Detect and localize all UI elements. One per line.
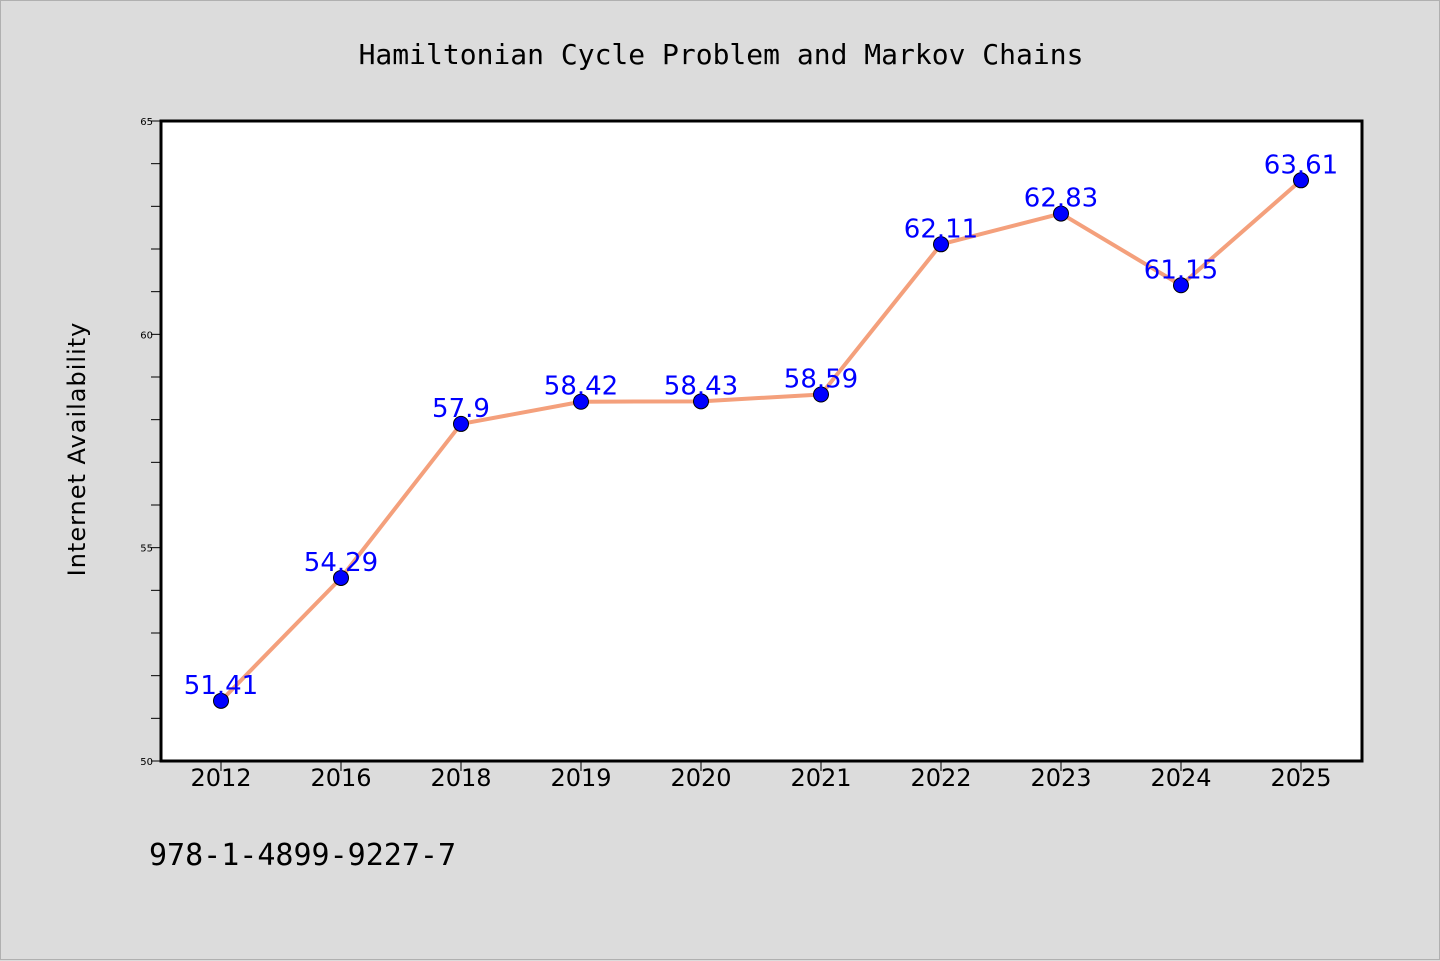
series-line xyxy=(219,178,1303,703)
series-group xyxy=(213,172,1309,709)
y-tick-label: 60 xyxy=(140,330,153,341)
x-axis: 2012 2016 2018 2019 2020 2021 2022 2023 2024 2025 xyxy=(190,761,1332,792)
data-label: 61.15 xyxy=(1144,255,1218,285)
x-tick-label: 2023 xyxy=(1030,764,1091,792)
x-tick-label: 2021 xyxy=(790,764,851,792)
data-point xyxy=(813,386,829,403)
y-tick-label: 55 xyxy=(140,544,153,555)
x-tick-label: 2020 xyxy=(670,764,731,792)
data-label: 57.9 xyxy=(432,394,490,424)
data-labels-group: 51.41 54.29 57.9 58.42 58.43 58.59 62.11 62.83 6… xyxy=(184,150,1338,701)
data-label: 62.11 xyxy=(904,214,978,244)
data-point xyxy=(213,692,229,709)
chart-title: Hamiltonian Cycle Problem and Markov Cha… xyxy=(359,38,1084,71)
data-point xyxy=(1173,277,1189,294)
data-label: 58.59 xyxy=(784,364,858,394)
y-tick-label: 65 xyxy=(140,117,153,128)
x-tick-label: 2019 xyxy=(550,764,611,792)
y-tick-label: 50 xyxy=(140,757,153,768)
data-point xyxy=(933,236,949,253)
data-point xyxy=(1293,172,1309,189)
isbn-text: 978-1-4899-9227-7 xyxy=(149,838,456,873)
data-label: 58.42 xyxy=(544,372,618,402)
x-tick-label: 2024 xyxy=(1150,764,1211,792)
y-axis-label: Internet Availability xyxy=(63,322,91,577)
data-point xyxy=(693,393,709,410)
data-label: 54.29 xyxy=(304,548,378,578)
data-point xyxy=(573,393,589,410)
data-label: 63.61 xyxy=(1264,150,1338,180)
x-tick-label: 2012 xyxy=(190,764,251,792)
x-tick-label: 2025 xyxy=(1270,764,1331,792)
data-point xyxy=(1053,205,1069,222)
x-tick-label: 2018 xyxy=(430,764,491,792)
data-point xyxy=(333,569,349,586)
data-label: 62.83 xyxy=(1024,184,1098,214)
data-label: 58.43 xyxy=(664,371,738,401)
x-tick-label: 2016 xyxy=(310,764,371,792)
x-tick-label: 2022 xyxy=(910,764,971,792)
y-axis: 50 55 60 65 xyxy=(140,117,161,768)
plot-area xyxy=(159,119,1364,763)
data-label: 51.41 xyxy=(184,671,258,701)
data-point xyxy=(453,415,469,432)
